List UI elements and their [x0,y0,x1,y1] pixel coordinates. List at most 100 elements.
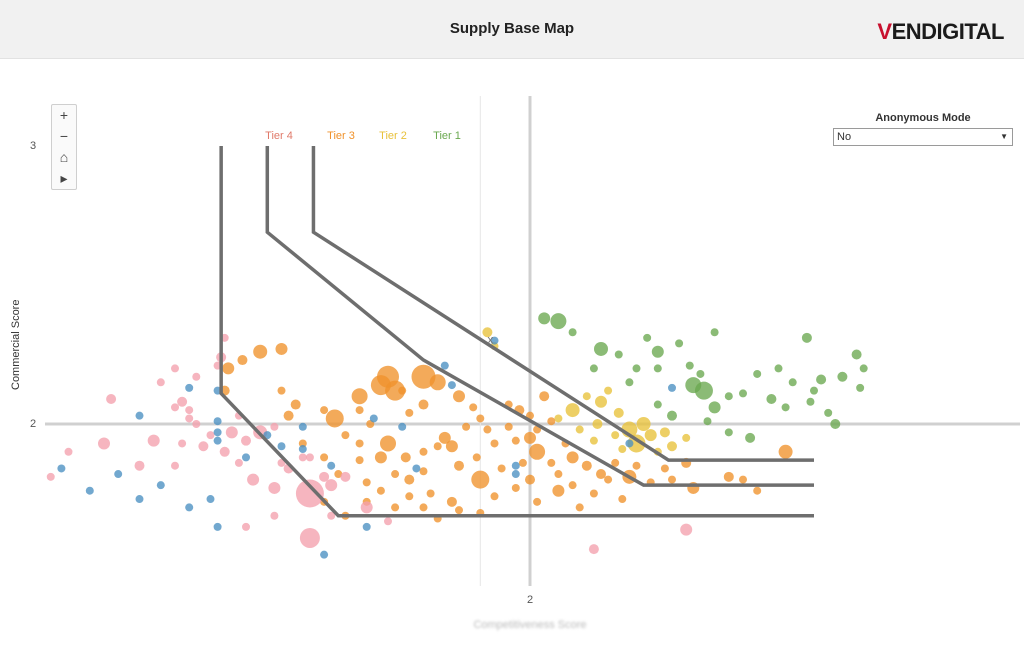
tier-label-tier-2: Tier 2 [379,130,407,142]
data-point-unclassified [298,422,307,431]
data-point-tier-1 [745,432,756,443]
data-point-tier-1 [675,339,684,348]
data-point-tier-2 [582,392,591,401]
data-point-tier-4 [178,439,187,448]
data-point-tier-3 [589,489,598,498]
data-point-tier-4 [241,435,251,446]
data-point-tier-4 [295,479,324,508]
data-point-tier-1 [810,386,818,395]
data-point-tier-4 [177,396,188,407]
data-point-tier-3 [429,374,446,391]
data-point-unclassified [412,464,421,473]
data-point-tier-3 [753,486,762,495]
data-point-tier-4 [268,481,281,494]
data-point-tier-3 [374,451,387,464]
data-point-tier-3 [504,422,513,431]
data-point-tier-3 [404,474,415,485]
data-point-tier-3 [518,458,527,467]
data-point-tier-3 [618,495,627,504]
data-point-tier-2 [667,441,677,452]
data-point-unclassified [213,417,222,426]
data-point-tier-4 [305,453,314,462]
data-point-tier-3 [611,458,620,467]
data-point-tier-4 [298,453,307,462]
data-point-tier-4 [242,522,250,531]
data-point-unclassified [369,414,378,423]
data-point-tier-2 [627,434,646,453]
data-point-tier-1 [837,371,848,382]
home-icon[interactable]: ⌂ [59,149,69,165]
data-point-tier-1 [856,383,865,392]
data-point-tier-3 [391,470,400,479]
data-point-tier-1 [694,381,713,400]
data-point-tier-3 [511,483,520,492]
data-point-unclassified [320,550,329,559]
data-point-tier-1 [788,378,797,387]
tier-label-tier-4: Tier 4 [265,130,293,142]
data-point-tier-4 [360,501,373,514]
data-point-tier-3 [533,497,542,506]
data-point-unclassified [156,481,165,490]
data-point-unclassified [511,470,520,479]
data-point-tier-4 [134,460,145,471]
data-point-tier-4 [46,472,55,481]
data-point-unclassified [206,495,215,504]
zoom-in-button[interactable]: + [59,107,69,123]
data-point-tier-1 [766,393,777,404]
data-point-tier-3 [632,461,641,470]
data-point-tier-4 [106,393,117,404]
data-point-tier-3 [445,440,458,453]
data-point-tier-4 [171,403,179,412]
data-point-tier-2 [636,417,651,431]
data-point-tier-3 [581,460,592,471]
data-point-tier-3 [411,364,436,389]
header-bar: Supply Base Map VENDIGITAL [0,0,1024,59]
data-point-tier-3 [455,506,463,515]
data-point-tier-3 [596,469,606,480]
data-point-tier-1 [643,333,652,342]
data-point-tier-4 [192,420,201,428]
data-point-tier-3 [490,492,499,501]
data-point-unclassified [440,361,449,370]
data-point-tier-3 [566,451,579,464]
data-point-tier-1 [651,345,664,358]
data-point-tier-1 [806,397,815,406]
data-point-tier-3 [351,388,368,405]
chevron-down-icon: ▼ [1000,132,1008,141]
data-point-unclassified [85,486,94,495]
data-point-tier-2 [644,429,657,442]
data-point-tier-1 [703,417,712,426]
data-point-tier-1 [816,374,827,385]
data-point-tier-3 [426,489,435,498]
data-point-tier-3 [723,471,734,482]
y-tick-label: 3 [30,140,37,152]
data-point-unclassified [277,442,286,451]
data-point-tier-3 [472,453,481,462]
data-point-tier-3 [400,452,411,463]
data-point-unclassified [625,439,634,448]
data-point-tier-3 [355,439,364,448]
play-icon[interactable]: ▸ [60,170,68,186]
data-point-unclassified [511,461,520,470]
data-point-tier-4 [234,458,243,467]
data-point-tier-2 [618,445,627,454]
anonymous-mode-select[interactable]: No ▼ [833,128,1013,146]
data-point-tier-3 [453,390,465,403]
data-point-unclassified [213,428,222,437]
data-point-unclassified [668,383,676,392]
brand-logo: VENDIGITAL [877,19,1005,44]
tier-boundary-tier-4 [219,146,814,518]
data-point-tier-3 [277,386,286,395]
data-point-tier-1 [696,369,705,378]
data-point-unclassified [135,495,144,504]
data-point-tier-3 [237,355,248,366]
data-point-tier-3 [462,422,471,431]
data-point-tier-3 [454,460,464,471]
zoom-out-button[interactable]: − [59,128,69,144]
data-point-tier-3 [511,436,520,445]
brand-logo-text: ENDIGITAL [891,19,1005,44]
data-point-tier-3 [438,431,451,444]
data-point-tier-3 [529,443,546,460]
data-point-tier-3 [391,503,400,512]
